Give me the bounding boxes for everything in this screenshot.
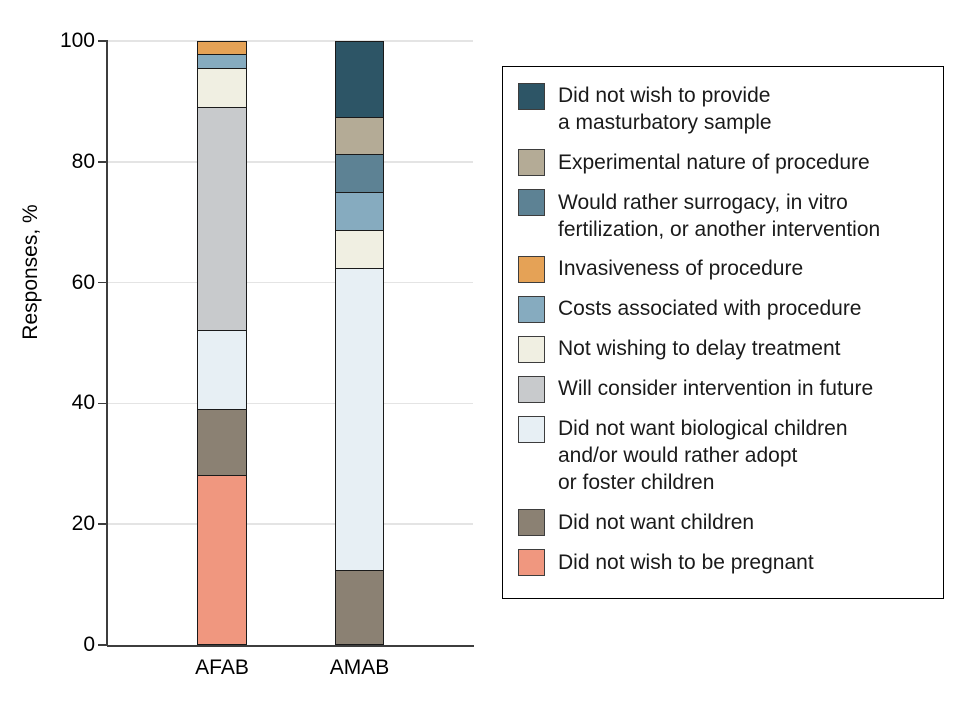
bar-segment: [335, 41, 384, 118]
y-tick-label-100: 100: [59, 29, 95, 52]
legend-label: Not wishing to delay treatment: [558, 337, 841, 360]
y-tick-label-80: 80: [71, 149, 95, 173]
gridline-y-40: [107, 402, 473, 405]
legend-box: Did not wish to provide a masturbatory s…: [502, 66, 944, 599]
legend-label: Did not wish to provide a masturbatory s…: [558, 84, 772, 134]
x-tick-label-amab: AMAB: [329, 656, 390, 679]
y-tick-mark-60: [98, 281, 107, 284]
legend-label: Will consider intervention in future: [558, 377, 874, 400]
legend-item: Did not want children: [518, 509, 929, 536]
legend-item: Did not wish to be pregnant: [518, 549, 929, 576]
legend-swatch: [518, 375, 545, 403]
legend-label: Did not want children: [558, 510, 755, 534]
y-tick-label-60: 60: [71, 270, 95, 294]
bar-segment: [197, 330, 247, 410]
legend-item: Would rather surrogacy, in vitro fertili…: [518, 189, 929, 243]
legend-label: Would rather surrogacy, in vitro fertili…: [558, 190, 881, 241]
legend-swatch: [518, 255, 545, 283]
legend-item: Will consider intervention in future: [518, 375, 929, 403]
bar-segment: [197, 41, 247, 56]
legend-swatch: [518, 335, 545, 363]
bar-segment: [335, 154, 384, 193]
legend-item: Costs associated with procedure: [518, 295, 929, 323]
bar-segment: [335, 267, 384, 571]
bar-segment: [335, 569, 384, 645]
y-tick-mark-100: [98, 40, 107, 42]
y-axis-line: [106, 40, 108, 646]
gridline-y-20: [107, 523, 473, 525]
bar-amab: [335, 41, 384, 645]
gridline-y-100: [107, 40, 473, 42]
legend-swatch: [518, 415, 545, 443]
bar-segment: [197, 474, 247, 645]
y-tick-label-40: 40: [71, 391, 95, 415]
legend-item: Experimental nature of procedure: [518, 149, 929, 176]
legend-label: Experimental nature of procedure: [558, 150, 870, 174]
legend-item: Not wishing to delay treatment: [518, 335, 929, 363]
gridline-y-80: [107, 161, 473, 163]
y-tick-mark-80: [98, 161, 107, 163]
bar-segment: [197, 67, 247, 108]
x-axis-line: [107, 645, 474, 647]
y-tick-mark-20: [98, 523, 107, 525]
legend-swatch: [518, 509, 545, 536]
legend-swatch: [518, 189, 545, 216]
bar-afab: [197, 41, 247, 645]
legend-swatch: [518, 295, 545, 323]
y-tick-label-0: 0: [83, 633, 95, 656]
bar-segment: [335, 192, 384, 231]
y-tick-mark-40: [98, 402, 107, 405]
legend-label: Invasiveness of procedure: [558, 257, 804, 280]
bar-segment: [335, 229, 384, 269]
legend-item: Invasiveness of procedure: [518, 255, 929, 283]
y-tick-label-20: 20: [71, 512, 95, 536]
y-tick-mark-0: [98, 644, 107, 646]
legend-item: Did not want biological children and/or …: [518, 415, 929, 496]
bar-segment: [335, 116, 384, 156]
legend-label: Did not want biological children and/or …: [558, 417, 848, 494]
bar-segment: [197, 54, 247, 69]
legend-swatch: [518, 149, 545, 176]
x-tick-label-afab: AFAB: [195, 656, 249, 679]
legend-swatch: [518, 549, 545, 576]
bar-segment: [197, 106, 247, 332]
legend-swatch: [518, 82, 545, 110]
legend-label: Costs associated with procedure: [558, 297, 862, 320]
plot-area: [107, 40, 473, 645]
bar-segment: [197, 408, 247, 476]
gridline-y-60: [107, 281, 473, 284]
legend-label: Did not wish to be pregnant: [558, 550, 814, 574]
legend-item: Did not wish to provide a masturbatory s…: [518, 82, 929, 136]
